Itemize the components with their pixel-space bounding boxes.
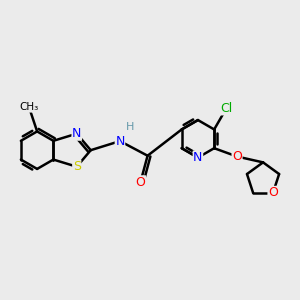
Text: O: O <box>268 186 278 200</box>
Text: O: O <box>232 150 242 163</box>
Text: CH₃: CH₃ <box>20 102 39 112</box>
Text: H: H <box>125 122 134 132</box>
Text: S: S <box>73 160 81 173</box>
Text: Cl: Cl <box>220 102 232 115</box>
Text: N: N <box>72 127 81 140</box>
Text: N: N <box>115 135 124 148</box>
Text: N: N <box>193 151 203 164</box>
Text: O: O <box>136 176 146 189</box>
